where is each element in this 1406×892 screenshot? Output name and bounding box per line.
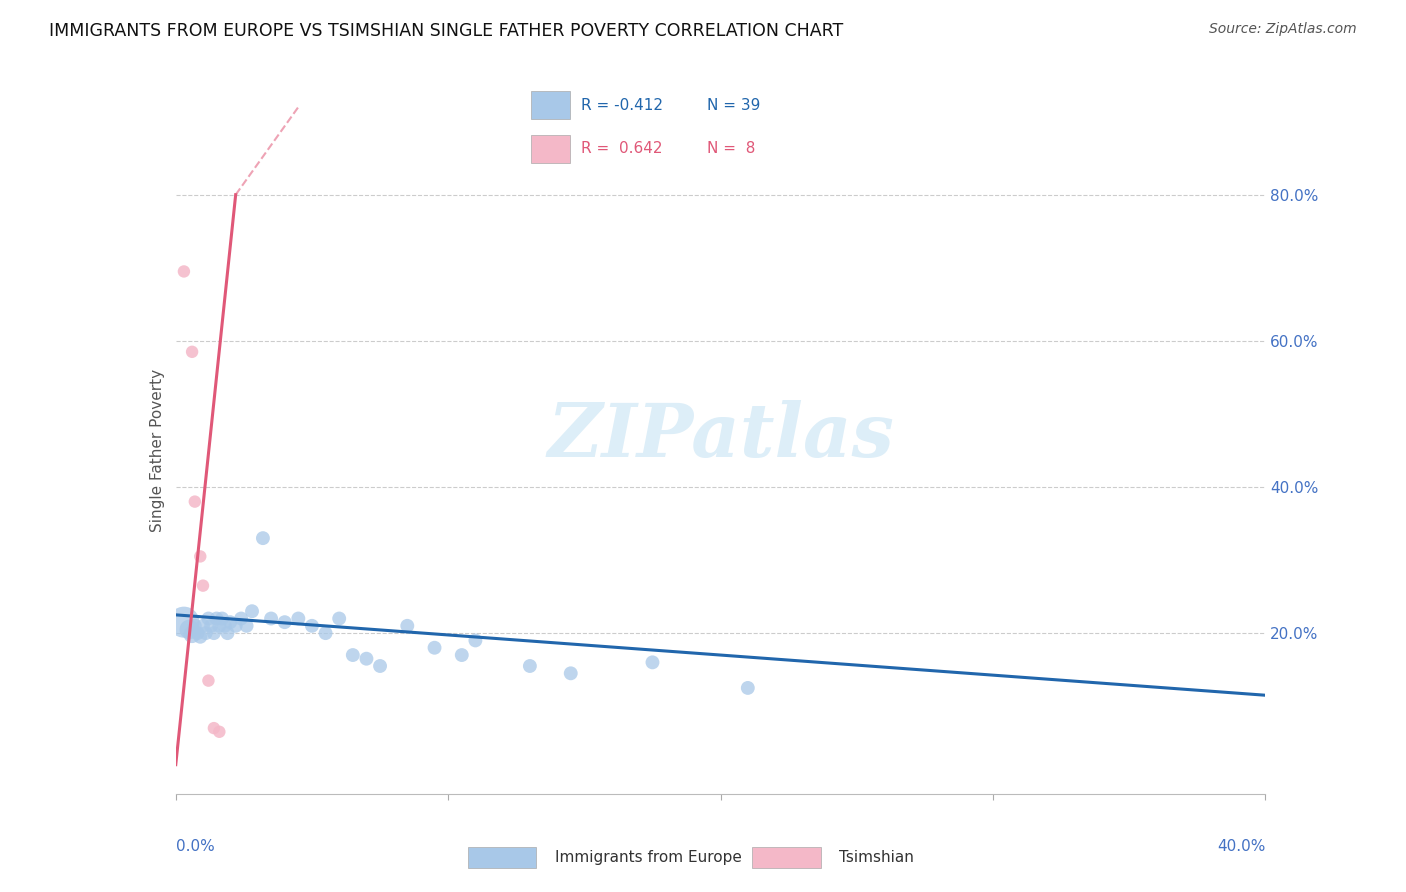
Text: N =  8: N = 8 (707, 142, 755, 156)
Point (200, 619, 222, 633)
Point (219, 615, 242, 630)
Point (188, 630, 211, 644)
Point (217, 626, 239, 640)
Point (287, 611, 309, 625)
Point (188, 549, 211, 564)
Point (342, 648, 364, 662)
Point (356, 651, 378, 665)
Point (301, 619, 323, 633)
Point (252, 531, 274, 545)
Point (231, 611, 253, 625)
Point (423, 640, 446, 655)
Y-axis label: Single Father Poverty: Single Father Poverty (149, 369, 165, 532)
Point (197, 673, 219, 688)
Text: Source: ZipAtlas.com: Source: ZipAtlas.com (1209, 22, 1357, 37)
Bar (468, 847, 536, 869)
Point (274, 615, 297, 630)
Point (186, 626, 209, 640)
Text: IMMIGRANTS FROM EUROPE VS TSIMSHIAN SINGLE FATHER POVERTY CORRELATION CHART: IMMIGRANTS FROM EUROPE VS TSIMSHIAN SING… (49, 22, 844, 40)
Point (184, 619, 207, 633)
Point (191, 579, 214, 593)
Point (173, 615, 195, 630)
Point (240, 604, 263, 618)
Text: N = 39: N = 39 (707, 98, 761, 112)
Point (737, 681, 759, 695)
Bar (531, 91, 569, 120)
Point (181, 627, 204, 641)
Text: Tsimshian: Tsimshian (839, 850, 914, 865)
Point (202, 721, 225, 735)
Point (519, 659, 541, 673)
Point (641, 656, 664, 670)
Point (211, 611, 233, 625)
Point (225, 619, 247, 633)
Point (208, 724, 231, 739)
Point (560, 666, 582, 681)
Point (235, 619, 257, 633)
Point (179, 623, 201, 637)
Point (368, 659, 391, 673)
Point (194, 626, 217, 640)
Point (181, 344, 204, 359)
Point (205, 611, 228, 625)
Text: 0.0%: 0.0% (176, 838, 215, 854)
Text: R =  0.642: R = 0.642 (581, 142, 662, 156)
Point (214, 619, 236, 633)
Point (328, 611, 350, 625)
Text: Immigrants from Europe: Immigrants from Europe (554, 850, 741, 865)
Point (315, 626, 337, 640)
Point (464, 633, 486, 648)
Text: R = -0.412: R = -0.412 (581, 98, 662, 112)
Point (450, 648, 472, 662)
Point (197, 611, 219, 625)
Point (184, 494, 207, 508)
Point (173, 264, 195, 278)
Point (202, 626, 225, 640)
Point (260, 611, 283, 625)
Point (208, 619, 231, 633)
Point (191, 619, 214, 633)
Text: ZIPatlas: ZIPatlas (547, 401, 894, 473)
Point (396, 619, 419, 633)
Text: 40.0%: 40.0% (1218, 838, 1265, 854)
Bar (531, 135, 569, 163)
Bar (752, 847, 821, 869)
